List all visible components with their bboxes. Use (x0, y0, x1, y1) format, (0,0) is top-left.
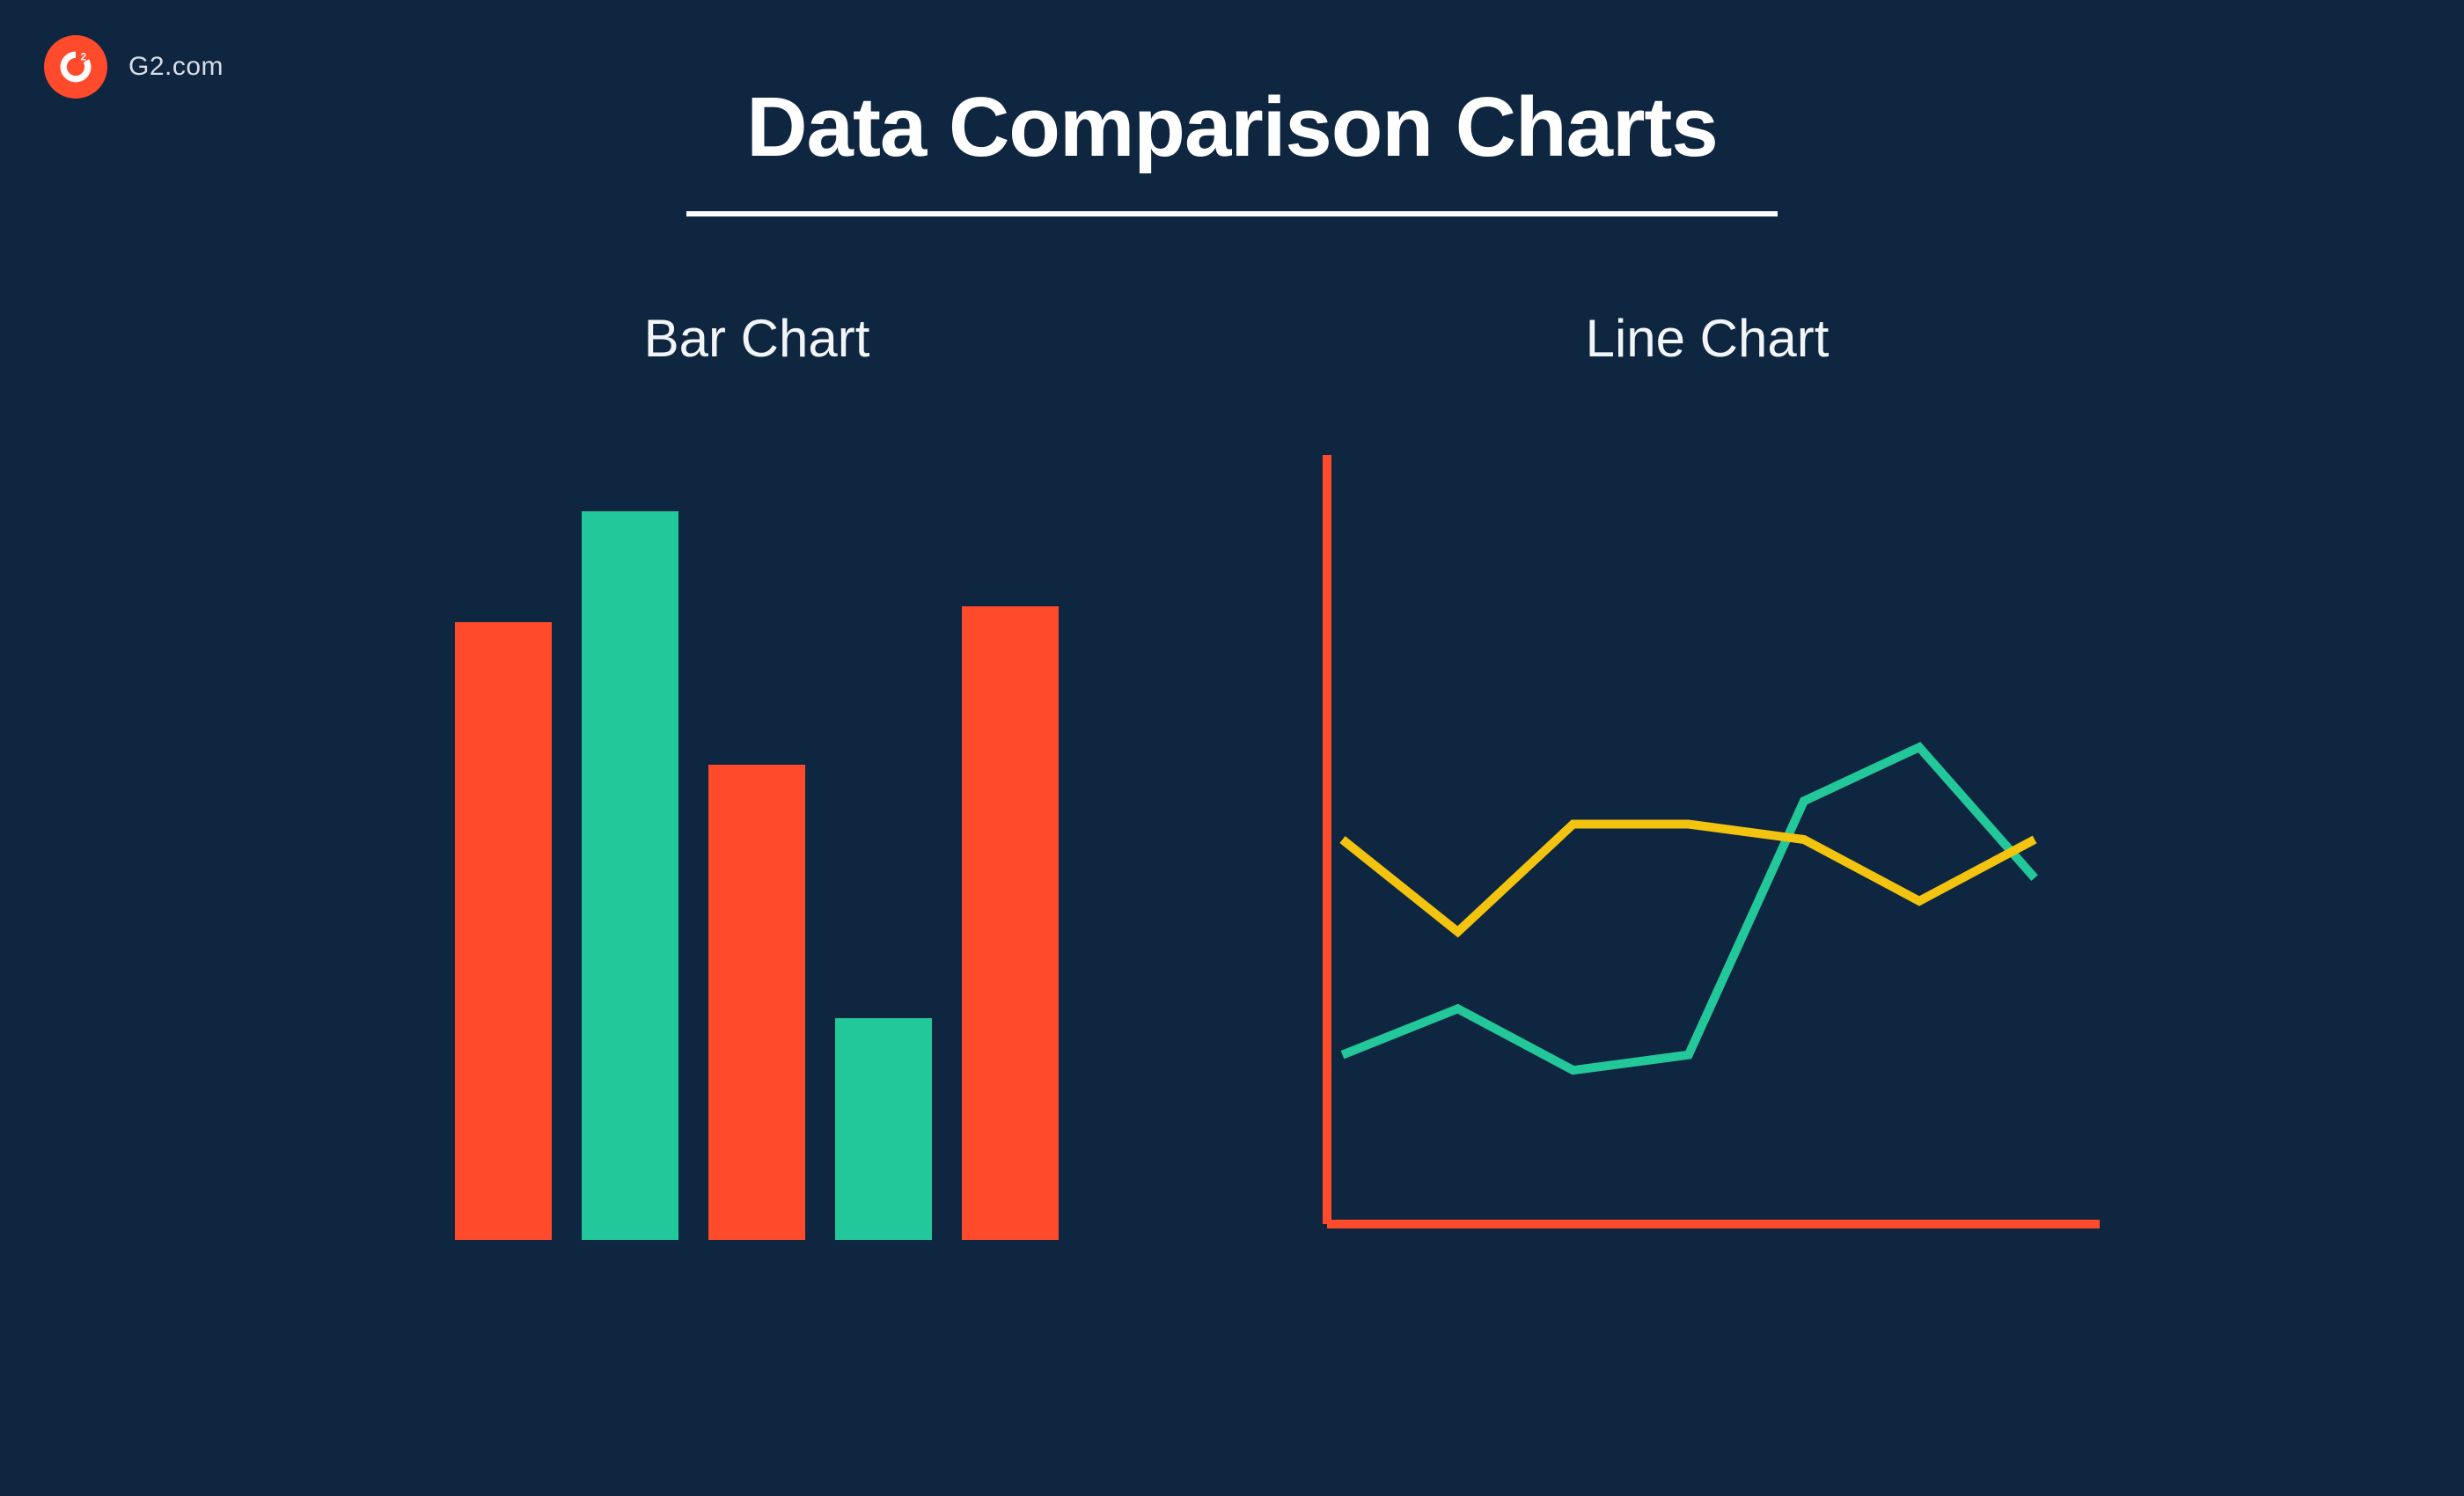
bar-1 (455, 622, 552, 1240)
page-title: Data Comparison Charts (746, 79, 1718, 176)
bar-4 (835, 1018, 932, 1240)
brand-logo: 2 G2.com (44, 35, 224, 99)
bar-chart-title: Bar Chart (644, 308, 870, 369)
charts-row: Bar Chart Line Chart (0, 308, 2464, 1443)
bar-chart (361, 448, 1153, 1240)
line-series-teal (1343, 747, 2035, 1070)
bar-chart-panel: Bar Chart (361, 308, 1153, 1443)
svg-text:2: 2 (81, 51, 87, 63)
line-chart-title: Line Chart (1586, 308, 1830, 369)
line-chart (1311, 448, 2103, 1240)
bar-3 (708, 765, 805, 1240)
bar-2 (582, 511, 678, 1240)
line-series-yellow (1343, 825, 2035, 932)
line-chart-panel: Line Chart (1311, 308, 2103, 1443)
brand-name: G2.com (128, 52, 224, 82)
g2-logo-icon: 2 (44, 35, 107, 99)
title-underline (686, 211, 1778, 216)
bar-5 (962, 606, 1059, 1240)
